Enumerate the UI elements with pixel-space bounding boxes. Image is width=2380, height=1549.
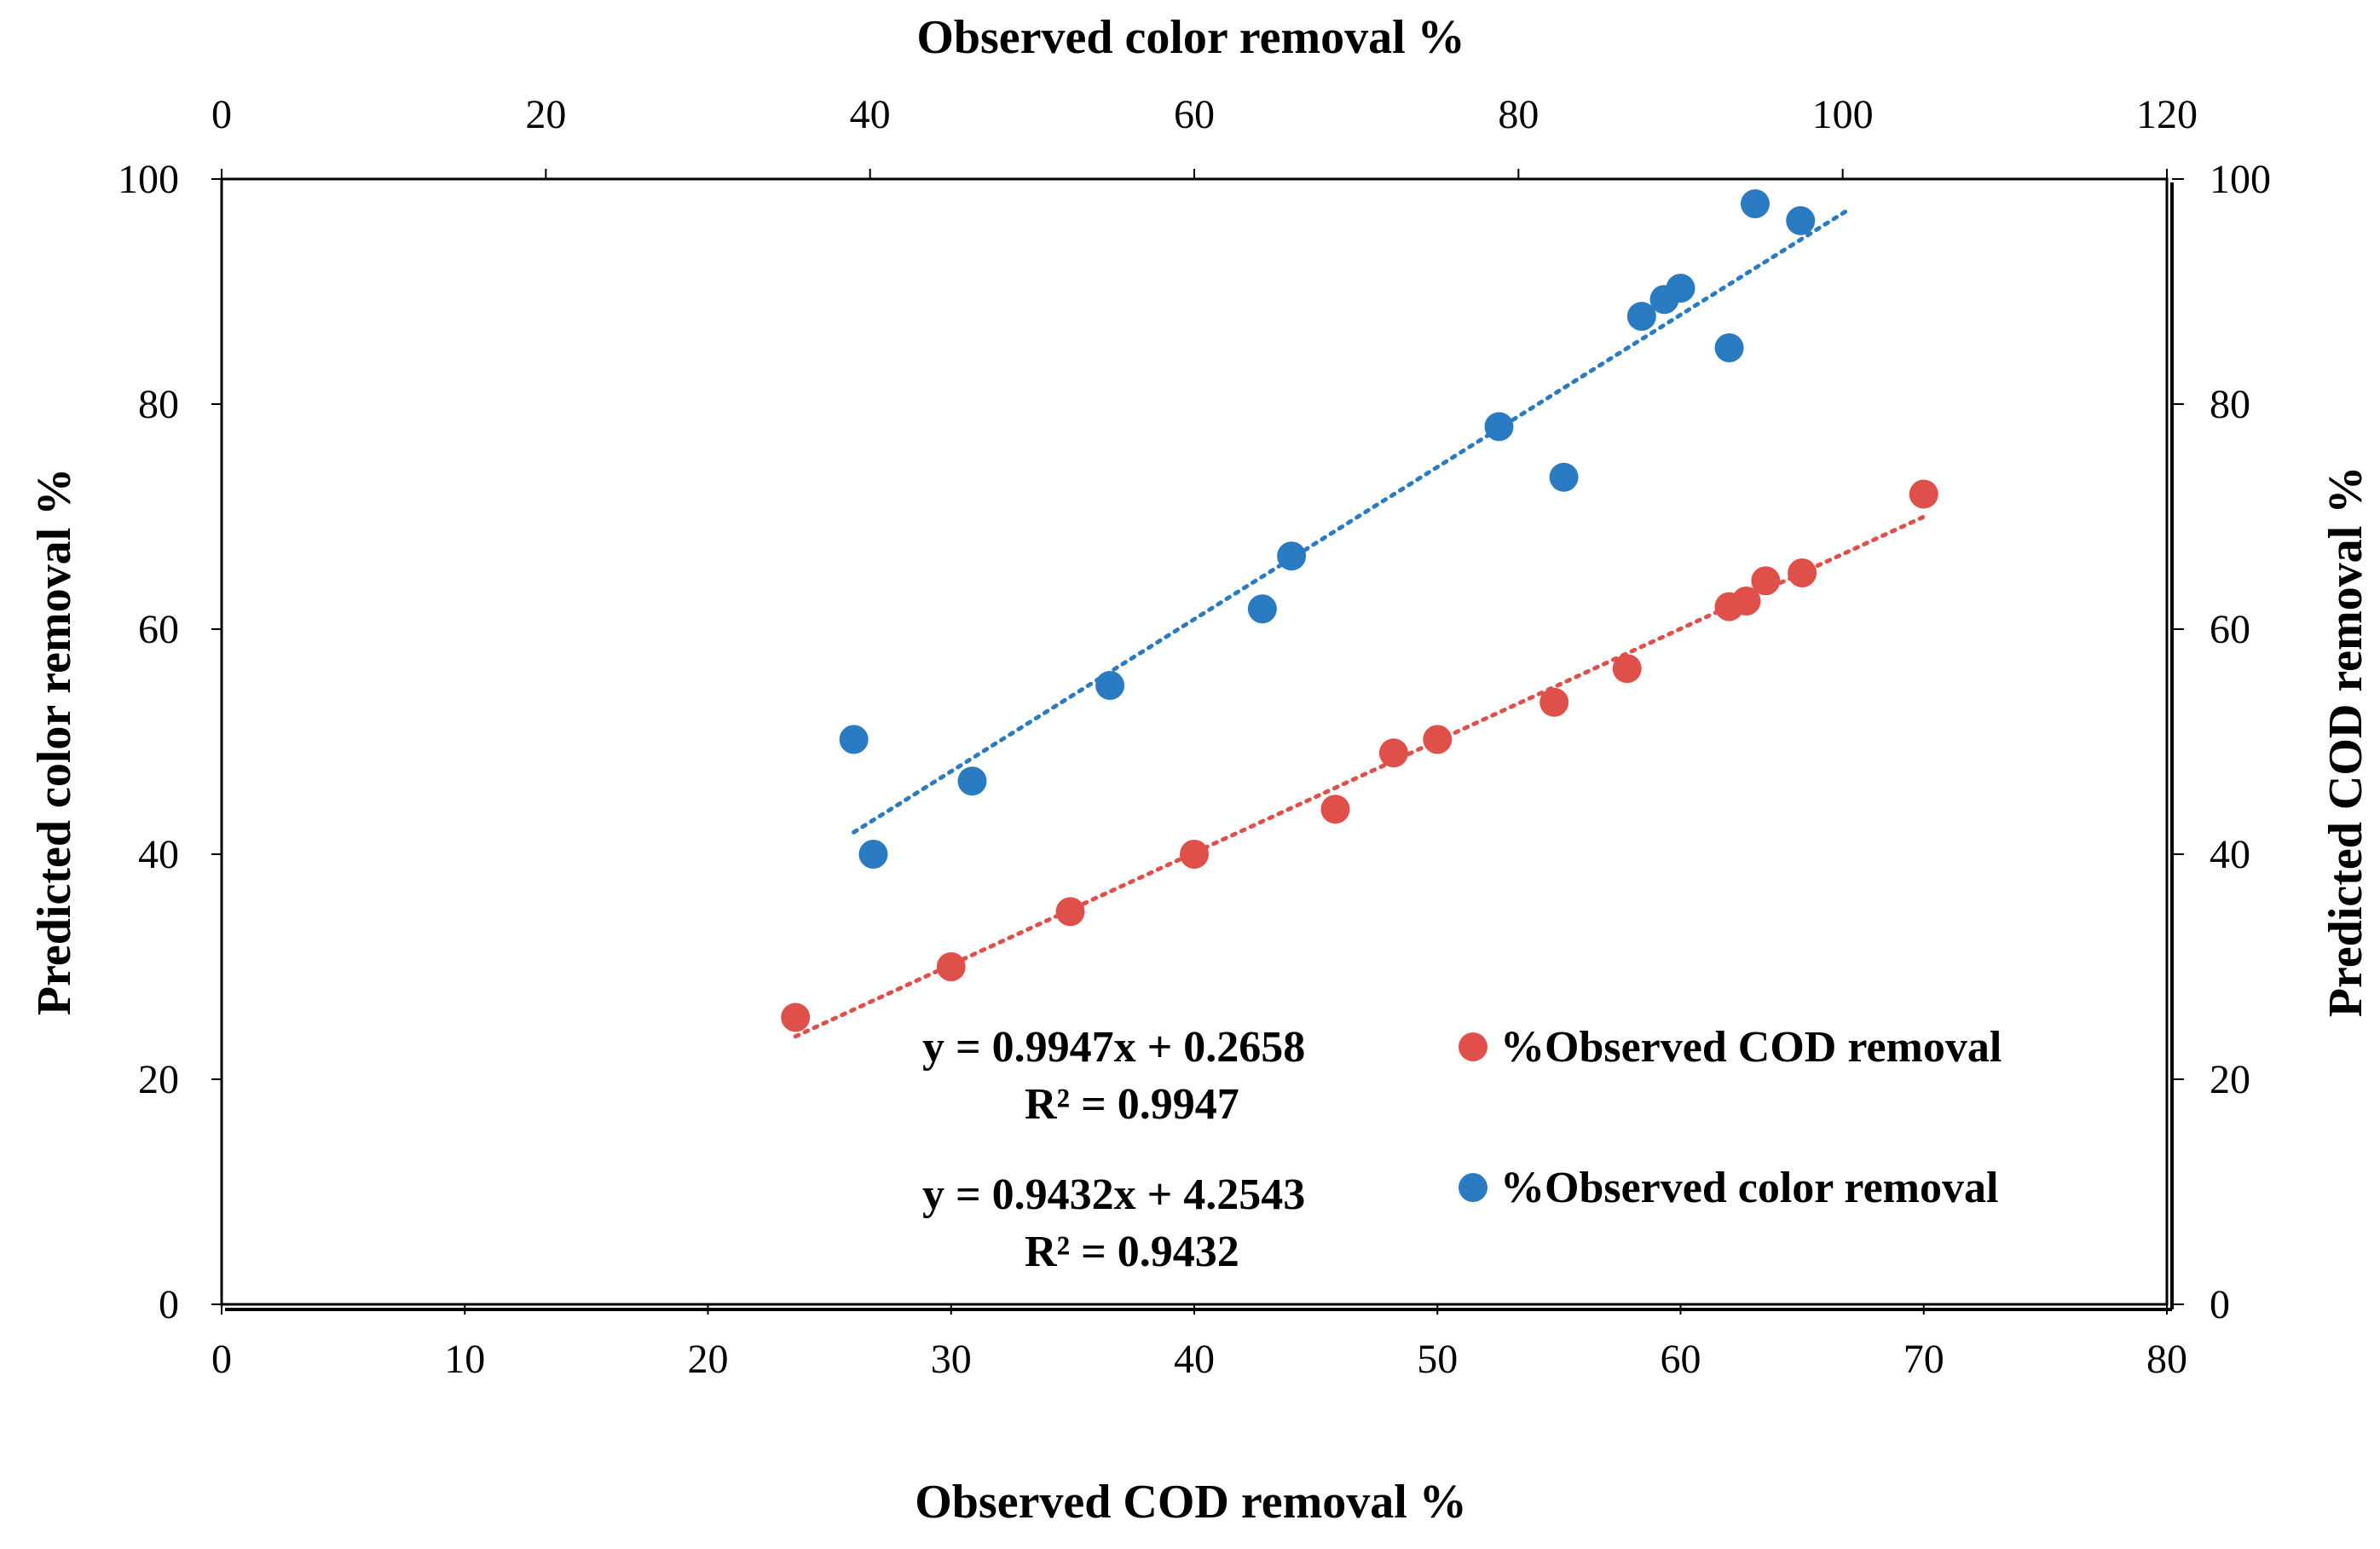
y-right-axis-title: Predicted COD removal % — [2319, 466, 2372, 1017]
color-data-point — [858, 840, 888, 869]
y-right-tick-label: 60 — [2210, 607, 2250, 652]
color-data-point — [1549, 462, 1579, 492]
color-data-point — [1626, 302, 1656, 332]
x-bottom-tick-label: 80 — [2146, 1337, 2187, 1382]
x-top-tick-label: 40 — [850, 92, 891, 137]
color-trendline — [852, 209, 1848, 835]
cod-data-point — [936, 952, 966, 981]
color-data-point — [1277, 541, 1307, 571]
cod-data-point — [1539, 687, 1569, 717]
cod-data-point — [1055, 897, 1085, 927]
color-data-point — [1714, 333, 1744, 362]
x-bottom-tick-label: 20 — [688, 1337, 729, 1382]
x-bottom-tick-label: 50 — [1417, 1337, 1458, 1382]
cod-data-point — [1378, 738, 1408, 768]
x-top-tick-label: 120 — [2136, 92, 2198, 137]
color-data-point — [1484, 412, 1514, 442]
x-bottom-tick-label: 10 — [444, 1337, 485, 1382]
cod-data-point — [1731, 587, 1761, 616]
x-bottom-tick-label: 30 — [931, 1337, 972, 1382]
cod-trendline-equation: y = 0.9947x + 0.2658 — [922, 1023, 1305, 1072]
color-trendline-r2: R² = 0.9432 — [1025, 1228, 1239, 1276]
cod-data-point — [1909, 479, 1938, 509]
y-left-tick-label: 0 — [159, 1282, 179, 1327]
x-top-tick-label: 60 — [1174, 92, 1215, 137]
y-right-tick-label: 80 — [2210, 382, 2250, 427]
x-top-tick-label: 20 — [525, 92, 566, 137]
color-data-point — [1786, 205, 1816, 235]
y-left-axis-title: Predicted color removal % — [28, 468, 81, 1015]
y-left-tick-label: 100 — [118, 157, 179, 202]
x-top-tick-label: 100 — [1812, 92, 1874, 137]
x-bottom-tick-label: 0 — [211, 1337, 232, 1382]
legend-label-color: %Observed color removal — [1500, 1164, 1998, 1212]
tick-labels: 0 10 20 30 40 50 60 70 80 0 20 40 60 80 100 120 0 20 40 60 8… — [118, 92, 2271, 1382]
cod-data-point — [1751, 566, 1781, 596]
x-bottom-axis-title: Observed COD removal % — [915, 1476, 1467, 1529]
color-data-point — [957, 766, 987, 796]
plot-frame — [220, 177, 2169, 1306]
y-right-tick-label: 40 — [2210, 832, 2250, 877]
cod-data-point — [1612, 654, 1642, 684]
y-left-tick-label: 80 — [138, 382, 179, 427]
cod-data-point — [1320, 795, 1350, 824]
legend: %Observed COD removal %Observed color re… — [1459, 1023, 2002, 1212]
cod-data-point — [781, 1003, 811, 1032]
color-trendline-equation: y = 0.9432x + 4.2543 — [922, 1170, 1305, 1219]
color-data-point — [1666, 274, 1695, 303]
x-top-tick-label: 0 — [211, 92, 232, 137]
cod-data-point — [1788, 558, 1817, 587]
cod-data-point — [1423, 725, 1453, 754]
y-right-tick-label: 0 — [2210, 1282, 2230, 1327]
y-left-tick-label: 60 — [138, 607, 179, 652]
color-data-point — [839, 725, 869, 754]
x-bottom-tick-label: 70 — [1903, 1337, 1944, 1382]
color-data-point — [1095, 671, 1125, 700]
color-data-point — [1740, 189, 1770, 219]
x-bottom-tick-label: 40 — [1174, 1337, 1215, 1382]
legend-marker-color — [1459, 1173, 1488, 1202]
x-top-tick-label: 80 — [1498, 92, 1539, 137]
cod-trendline-r2: R² = 0.9947 — [1025, 1080, 1239, 1129]
x-bottom-tick-label: 60 — [1661, 1337, 1701, 1382]
color-data-point — [1247, 594, 1277, 624]
y-right-tick-label: 20 — [2210, 1057, 2250, 1102]
y-left-tick-label: 40 — [138, 832, 179, 877]
cod-data-point — [1180, 840, 1209, 869]
x-top-axis-title: Observed color removal % — [916, 11, 1464, 64]
trendlines — [793, 209, 1927, 1039]
legend-marker-cod — [1459, 1032, 1488, 1061]
legend-label-cod: %Observed COD removal — [1500, 1023, 2002, 1072]
y-left-tick-label: 20 — [138, 1057, 179, 1102]
y-right-tick-label: 100 — [2210, 157, 2271, 202]
data-points — [781, 189, 1938, 1032]
